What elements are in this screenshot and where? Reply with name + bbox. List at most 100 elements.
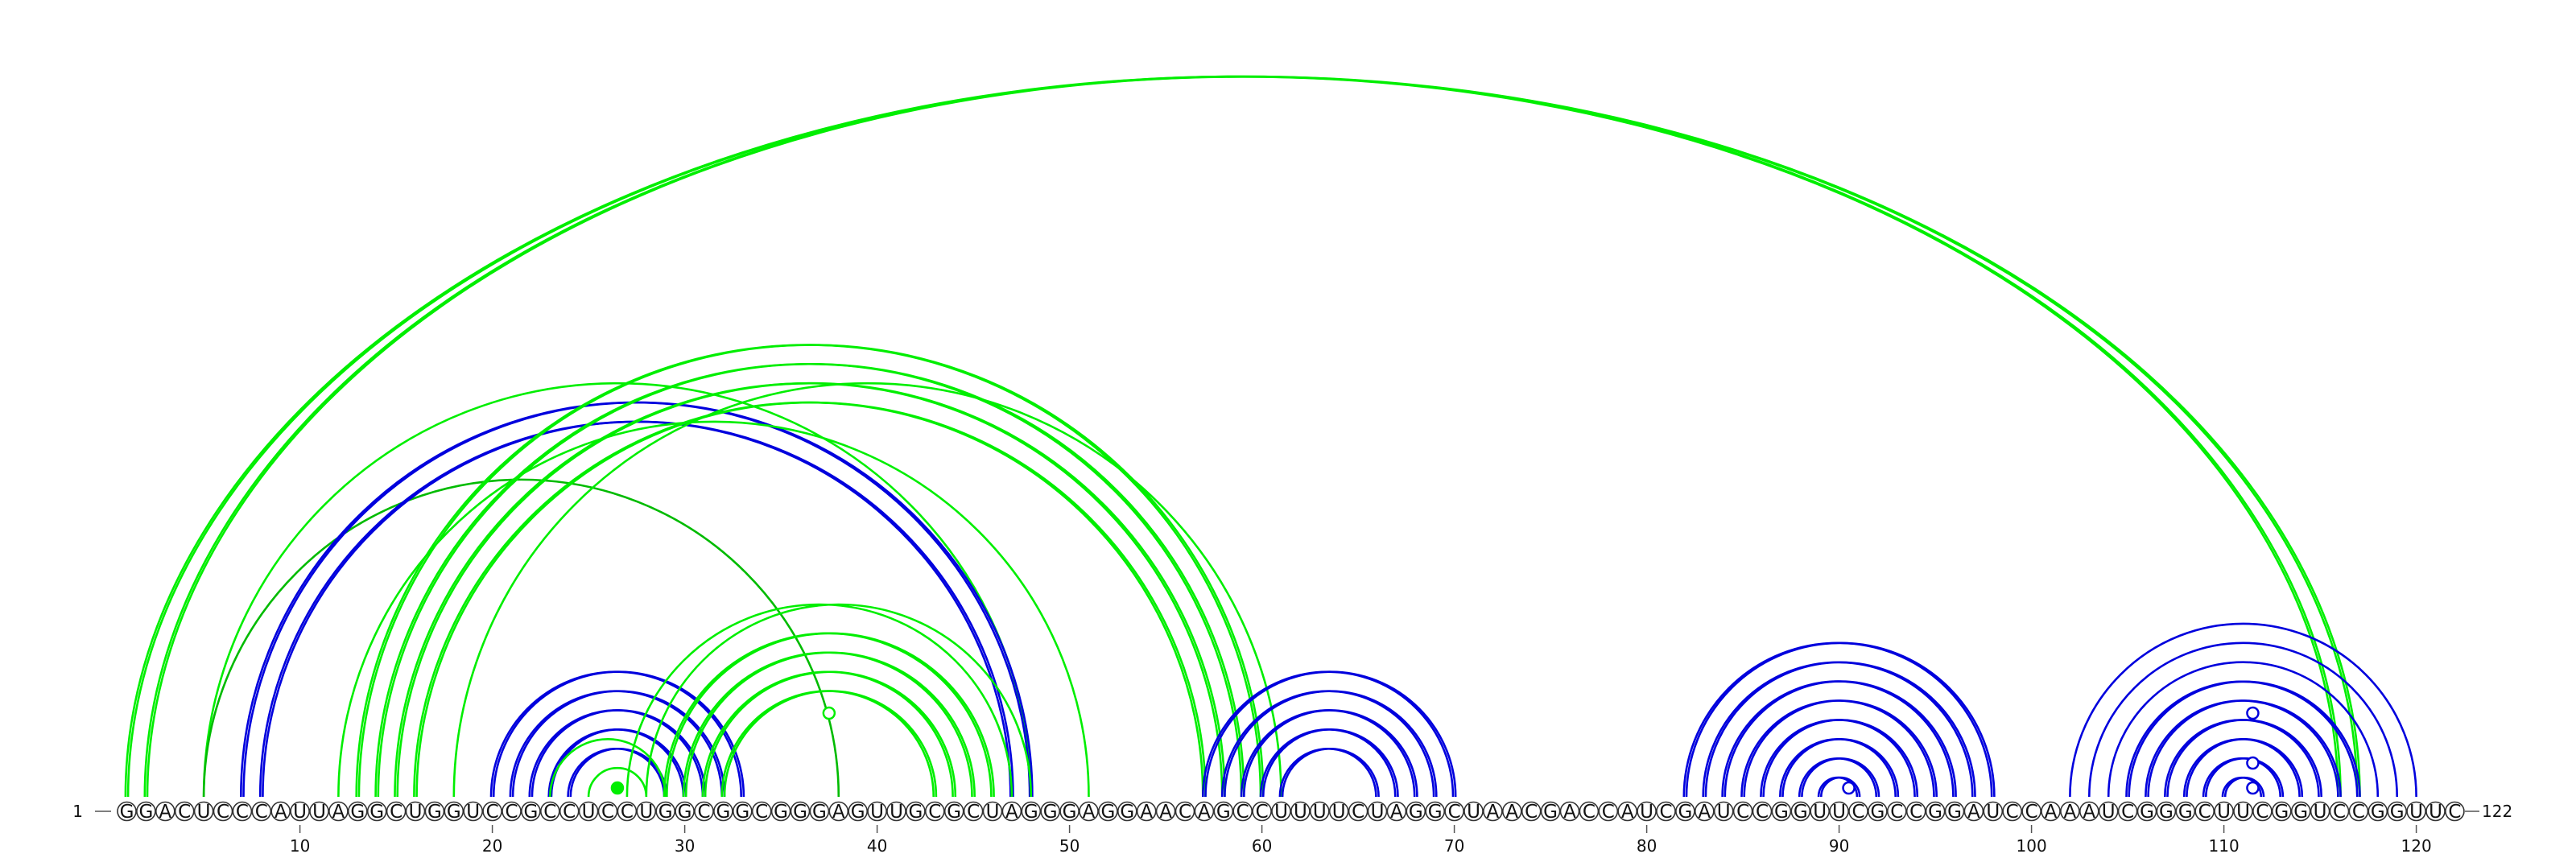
nucleotide-letter: C <box>1659 802 1672 823</box>
base-pair-arc <box>1204 670 1457 798</box>
base-pair-arc <box>394 382 1224 798</box>
nucleotide-letter: C <box>2198 802 2211 823</box>
nucleotide-circle <box>405 801 426 822</box>
nucleotide-letter: G <box>2293 802 2308 823</box>
nucleotide-circle <box>1001 801 1022 822</box>
nucleotide-circle <box>848 801 868 822</box>
loop-marker <box>610 781 625 795</box>
base-pair-arc <box>357 344 1265 798</box>
nucleotide: U <box>1328 801 1349 823</box>
base-pair-arc <box>1261 728 1399 798</box>
nucleotide-circle <box>1944 801 1965 822</box>
base-pair-arc <box>202 382 1033 798</box>
nucleotide-circle <box>1521 801 1542 822</box>
nucleotide-circle <box>2310 801 2330 822</box>
nucleotide-letter: C <box>1736 802 1749 823</box>
nucleotide-letter: A <box>2083 802 2095 823</box>
nucleotide: G <box>136 801 156 823</box>
nucleotide-letter: C <box>563 802 576 823</box>
nucleotide-letter: A <box>1487 802 1500 823</box>
nucleotide-circle <box>1483 801 1503 822</box>
base-pair-arc <box>1724 680 1957 798</box>
nucleotide-letter: C <box>2333 802 2346 823</box>
tick-label: 120 <box>2401 836 2432 856</box>
nucleotide: C <box>1174 801 1195 823</box>
nucleotide-circle <box>1790 801 1811 822</box>
nucleotide: C <box>2002 801 2022 823</box>
nucleotide-circle <box>1232 801 1253 822</box>
nucleotide-circle <box>2445 801 2465 822</box>
nucleotide-circle <box>2117 801 2138 822</box>
loop-marker <box>822 706 836 720</box>
base-pair-arc <box>262 420 1014 798</box>
nucleotide-circle <box>502 801 522 822</box>
nucleotide-letter: G <box>851 802 865 823</box>
nucleotide-circle <box>424 801 445 822</box>
position-ticks: 10 20 30 40 50 60 70 80 90 100 110 120 <box>290 825 2432 856</box>
base-pair-arc <box>1820 776 1861 798</box>
base-pair-arc <box>2147 699 2342 798</box>
start-position-label: 1 <box>72 802 83 821</box>
nucleotide-letter: U <box>312 802 326 823</box>
nucleotide-letter: U <box>2314 802 2327 823</box>
nucleotide-circle <box>886 801 906 822</box>
nucleotide: A <box>1483 801 1503 823</box>
tick-label: 70 <box>1444 836 1464 856</box>
nucleotide-letter: A <box>275 802 287 823</box>
tick-label: 40 <box>867 836 887 856</box>
nucleotide-letter: A <box>832 802 845 823</box>
nucleotide: U <box>636 801 657 823</box>
nucleotide: G <box>2136 801 2157 823</box>
nucleotide-circle <box>117 801 137 822</box>
nucleotide: G <box>1944 801 1965 823</box>
nucleotide-circle <box>444 801 464 822</box>
base-pair-arc <box>415 401 1207 798</box>
nucleotide-letter: U <box>2429 802 2442 823</box>
nucleotide: G <box>770 801 791 823</box>
nucleotide-circle <box>597 801 618 822</box>
nucleotide: C <box>617 801 638 823</box>
nucleotide: G <box>1675 801 1695 823</box>
nucleotide-circle <box>1713 801 1734 822</box>
nucleotide: U <box>1637 801 1657 823</box>
nucleotide-circle <box>1059 801 1080 822</box>
nucleotide-letter: U <box>639 802 653 823</box>
loop-marker <box>1842 781 1856 795</box>
nucleotide-circle <box>1887 801 1907 822</box>
nucleotide: G <box>655 801 676 823</box>
nucleotide-letter: C <box>2352 802 2365 823</box>
nucleotide-letter: U <box>197 802 211 823</box>
nucleotide: C <box>482 801 502 823</box>
base-pair-arc <box>452 382 1282 798</box>
nucleotide: C <box>502 801 522 823</box>
nucleotide-letter: U <box>986 802 1000 823</box>
nucleotide-circle <box>1406 801 1426 822</box>
nucleotide-circle <box>251 801 272 822</box>
nucleotide: A <box>828 801 849 823</box>
tick-label: 90 <box>1829 836 1849 856</box>
nucleotide-circle <box>1983 801 2004 822</box>
nucleotide-circle <box>1810 801 1830 822</box>
nucleotide-letter: C <box>1583 802 1596 823</box>
nucleotide-circle <box>270 801 291 822</box>
nucleotide-circle <box>1579 801 1600 822</box>
nucleotide: G <box>1425 801 1445 823</box>
tick-label: 10 <box>290 836 310 856</box>
nucleotide-letter: C <box>2448 802 2461 823</box>
nucleotide: C <box>963 801 984 823</box>
nucleotide-circle <box>328 801 349 822</box>
nucleotide-circle <box>1675 801 1695 822</box>
nucleotide: U <box>2310 801 2330 823</box>
nucleotide: G <box>943 801 964 823</box>
base-pair-arc <box>549 738 667 798</box>
nucleotide-letter: G <box>735 802 749 823</box>
nucleotide-letter: U <box>1371 802 1385 823</box>
nucleotide-letter: G <box>793 802 807 823</box>
nucleotide: U <box>1713 801 1734 823</box>
nucleotide: G <box>732 801 753 823</box>
nucleotide-circle <box>1174 801 1195 822</box>
base-pair-arc <box>2223 776 2265 798</box>
nucleotide-letter: G <box>1543 802 1558 823</box>
nucleotide: C <box>1752 801 1773 823</box>
base-pair-arc <box>1240 709 1416 798</box>
